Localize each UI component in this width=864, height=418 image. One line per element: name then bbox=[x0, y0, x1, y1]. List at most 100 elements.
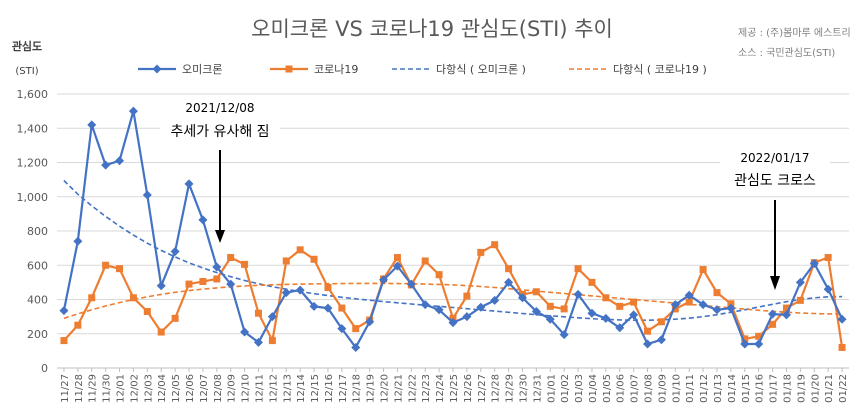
source-line-2: 소스 : 국민관심도(STI) bbox=[738, 47, 835, 59]
data-point bbox=[560, 305, 568, 313]
chart-title: 오미크론 VS 코로나19 관심도(STI) 추이 bbox=[251, 17, 613, 41]
legend-entry: 다항식 ( 코로나19 ) bbox=[569, 63, 707, 76]
data-point bbox=[267, 312, 277, 322]
data-point bbox=[73, 236, 83, 246]
annotation-1-box bbox=[160, 95, 280, 145]
data-point bbox=[323, 303, 333, 313]
x-tick-label: 12/29 bbox=[505, 374, 516, 403]
x-tick-label: 01/06 bbox=[616, 374, 627, 403]
x-tick-label: 12/24 bbox=[435, 374, 446, 403]
data-point bbox=[240, 327, 250, 337]
data-point bbox=[754, 339, 764, 349]
x-tick-label: 01/17 bbox=[769, 374, 780, 403]
data-point bbox=[87, 120, 97, 130]
x-tick-label: 01/01 bbox=[546, 374, 557, 403]
x-tick-label: 12/07 bbox=[199, 374, 210, 403]
y-tick-label: 1,000 bbox=[17, 191, 49, 204]
x-tick-label: 12/03 bbox=[143, 374, 154, 403]
data-point bbox=[102, 261, 110, 269]
x-tick-label: 12/13 bbox=[282, 374, 293, 403]
data-point bbox=[477, 248, 485, 256]
x-tick-label: 12/01 bbox=[116, 374, 127, 403]
x-tick-label: 01/08 bbox=[644, 374, 655, 403]
x-tick-label: 12/12 bbox=[268, 374, 279, 403]
data-point bbox=[782, 304, 790, 312]
x-tick-label: 01/20 bbox=[810, 374, 821, 403]
series-3 bbox=[63, 282, 843, 320]
y-tick-label: 200 bbox=[27, 328, 48, 341]
data-point bbox=[698, 300, 708, 310]
x-tick-label: 12/17 bbox=[338, 374, 349, 403]
data-point bbox=[282, 257, 290, 265]
x-tick-label: 12/26 bbox=[463, 374, 474, 403]
trendline bbox=[63, 179, 843, 322]
data-point bbox=[406, 279, 416, 289]
data-point bbox=[421, 257, 429, 265]
data-point bbox=[713, 289, 721, 297]
x-tick-label: 12/06 bbox=[185, 374, 196, 403]
data-point bbox=[768, 309, 778, 319]
x-tick-label: 01/19 bbox=[796, 374, 807, 403]
data-point bbox=[60, 337, 68, 345]
data-point bbox=[684, 290, 694, 300]
series-1 bbox=[60, 241, 846, 351]
data-point bbox=[88, 294, 96, 302]
data-point bbox=[74, 321, 82, 329]
data-point bbox=[656, 335, 666, 345]
annotation-2-box bbox=[720, 145, 830, 195]
data-point bbox=[448, 318, 458, 328]
data-point bbox=[129, 294, 137, 302]
legend-swatch-marker bbox=[285, 65, 293, 73]
data-point bbox=[268, 337, 276, 345]
y-tick-label: 1,400 bbox=[17, 122, 49, 135]
x-tick-label: 11/29 bbox=[88, 374, 99, 403]
data-point bbox=[101, 160, 111, 170]
x-tick-label: 12/31 bbox=[532, 374, 543, 403]
data-point bbox=[476, 302, 486, 312]
data-point bbox=[573, 289, 583, 299]
annotation-2-text: 관심도 크로스 bbox=[734, 173, 816, 189]
series-0 bbox=[59, 106, 847, 352]
x-tick-label: 01/15 bbox=[741, 374, 752, 403]
data-point bbox=[254, 309, 262, 317]
x-tick-label: 12/08 bbox=[213, 374, 224, 403]
data-point bbox=[796, 296, 804, 304]
legend-swatch-marker bbox=[152, 64, 162, 74]
data-point bbox=[128, 106, 138, 116]
y-tick-label: 1,200 bbox=[17, 157, 49, 170]
x-tick-label: 12/11 bbox=[254, 374, 265, 403]
data-point bbox=[587, 308, 597, 318]
x-tick-label: 12/04 bbox=[157, 374, 168, 403]
data-point bbox=[629, 310, 639, 320]
data-point bbox=[309, 301, 319, 311]
data-point bbox=[741, 335, 749, 343]
data-point bbox=[545, 314, 555, 324]
data-point bbox=[338, 304, 346, 312]
grid bbox=[57, 93, 849, 369]
x-tick-label: 12/15 bbox=[310, 374, 321, 403]
annotation-1-text: 추세가 유사해 짐 bbox=[170, 124, 269, 140]
data-point bbox=[59, 306, 69, 316]
x-tick-label: 12/25 bbox=[449, 374, 460, 403]
data-point bbox=[699, 266, 707, 274]
data-point bbox=[253, 337, 263, 347]
y-tick-label: 0 bbox=[41, 362, 48, 375]
x-tick-label: 11/30 bbox=[102, 374, 113, 403]
x-tick-label: 12/20 bbox=[380, 374, 391, 403]
data-point bbox=[630, 298, 638, 306]
annotation-1-arrowhead bbox=[215, 230, 225, 243]
x-tick-label: 01/16 bbox=[755, 374, 766, 403]
series-line bbox=[63, 243, 844, 348]
data-point bbox=[213, 275, 221, 283]
data-point bbox=[755, 332, 763, 340]
series-2 bbox=[63, 179, 843, 322]
data-point bbox=[781, 310, 791, 320]
trendline bbox=[63, 282, 843, 320]
annotation-1-date: 2021/12/08 bbox=[185, 101, 254, 115]
legend-entry: 오미크론 bbox=[138, 63, 222, 76]
data-point bbox=[184, 179, 194, 189]
data-point bbox=[546, 302, 554, 310]
annotation-2-arrowhead bbox=[770, 276, 780, 290]
y-tick-label: 400 bbox=[27, 294, 48, 307]
x-tick-label: 12/10 bbox=[241, 374, 252, 403]
